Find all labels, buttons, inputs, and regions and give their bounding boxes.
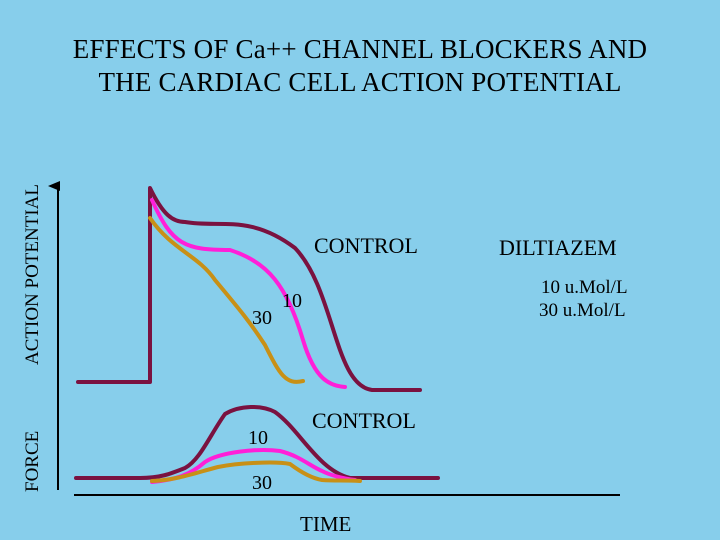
force-10-curve — [150, 448, 357, 484]
ap-30-curve — [148, 216, 305, 384]
force-30-label: 30 — [252, 472, 272, 494]
force-30-curve — [150, 460, 362, 483]
x-axis-label-time: TIME — [300, 512, 352, 536]
legend-dose-30: 30 u.Mol/L — [539, 300, 626, 321]
legend-drug-name: DILTIAZEM — [499, 235, 617, 260]
legend-dose-10: 10 u.Mol/L — [541, 277, 628, 298]
ap-10-label: 10 — [282, 290, 302, 312]
ap-10-curve — [150, 198, 347, 389]
title-line-2: THE CARDIAC CELL ACTION POTENTIAL — [98, 67, 622, 97]
ap-control-label: CONTROL — [314, 233, 418, 258]
ap-30-label: 30 — [252, 307, 272, 329]
force-control-label: CONTROL — [312, 408, 416, 433]
ap-control-curve — [76, 186, 422, 392]
force-10-label: 10 — [248, 427, 268, 449]
force-control-curve — [74, 405, 440, 480]
title-line-1: EFFECTS OF Ca++ CHANNEL BLOCKERS AND — [72, 34, 648, 64]
